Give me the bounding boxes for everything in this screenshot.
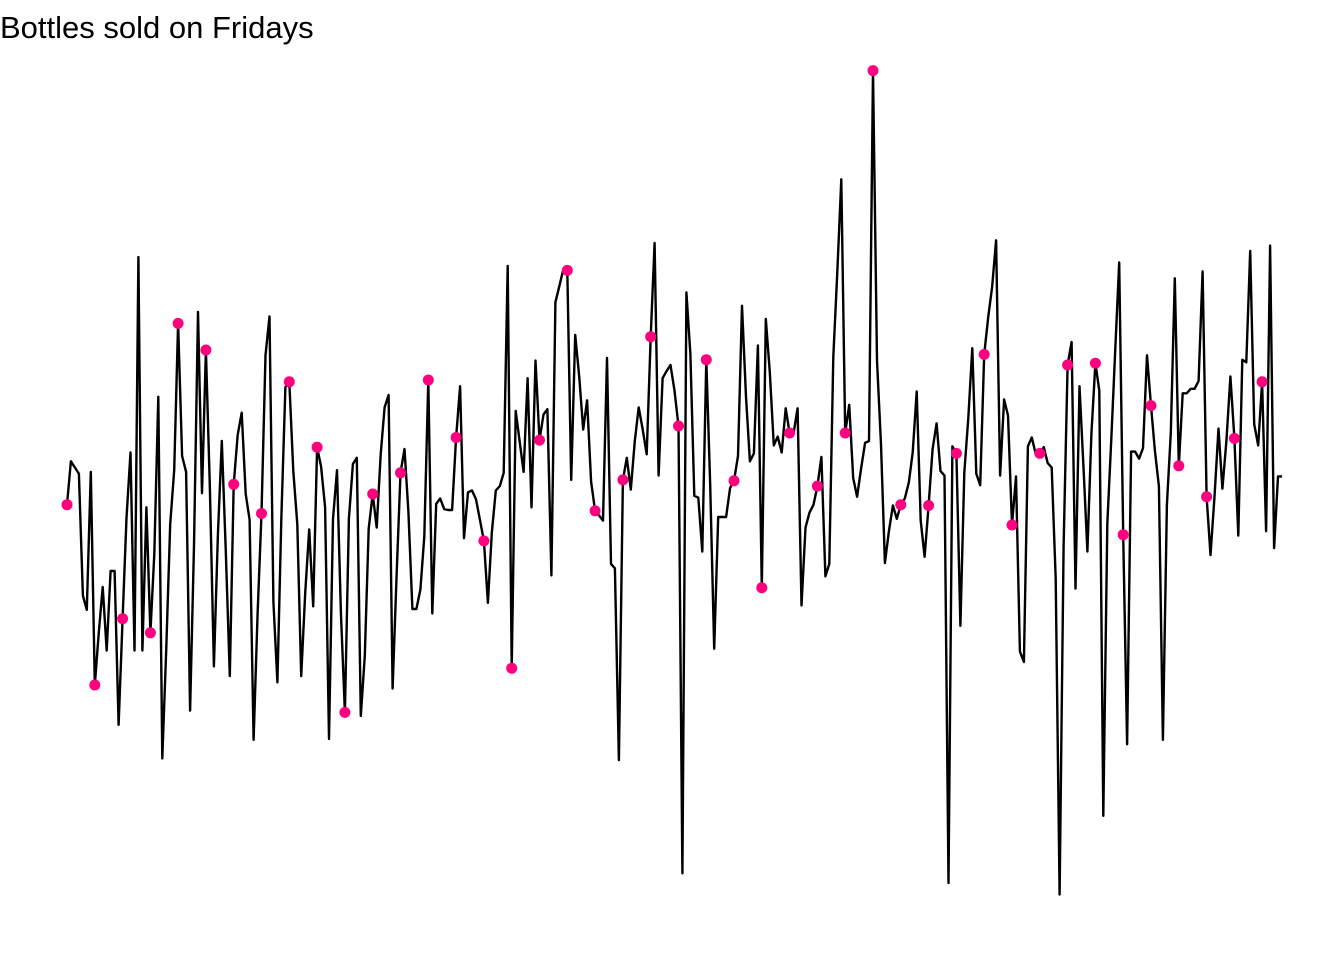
friday-point [811, 480, 823, 492]
friday-point [172, 317, 184, 329]
chart-title: Bottles sold on Fridays [0, 10, 314, 45]
friday-point [1173, 460, 1185, 472]
friday-point [283, 376, 295, 388]
friday-point [311, 441, 323, 453]
friday-point [950, 447, 962, 459]
friday-point [728, 475, 740, 487]
series-line-layer [63, 69, 1282, 896]
friday-point [61, 499, 73, 511]
friday-point [673, 420, 684, 432]
friday-point [228, 478, 240, 490]
friday-point [1256, 376, 1268, 388]
friday-point [1062, 359, 1074, 371]
friday-point [117, 613, 129, 625]
friday-point [200, 344, 212, 356]
friday-point [978, 348, 990, 360]
friday-point [617, 474, 629, 486]
friday-point [450, 432, 462, 443]
friday-point [839, 427, 851, 439]
friday-point [422, 374, 434, 386]
friday-point [256, 508, 267, 519]
friday-point [339, 706, 351, 718]
friday-point [1145, 400, 1157, 412]
friday-point [1228, 432, 1240, 444]
friday-point [144, 627, 156, 639]
friday-point [895, 499, 907, 511]
friday-point [506, 662, 518, 674]
friday-point [534, 434, 545, 446]
friday-point [561, 264, 573, 276]
friday-point [395, 467, 406, 479]
friday-point [367, 488, 379, 500]
friday-point [923, 500, 935, 511]
friday-point [89, 679, 101, 691]
series-line [63, 69, 1282, 896]
friday-point [867, 65, 879, 77]
highlight-points-layer [61, 65, 1268, 718]
friday-point [1117, 529, 1129, 541]
friday-point [1201, 491, 1213, 503]
friday-point [700, 354, 712, 366]
friday-point [589, 505, 601, 517]
friday-point [756, 582, 768, 594]
friday-point [1034, 447, 1046, 459]
friday-point [784, 427, 796, 439]
friday-point [1006, 519, 1018, 531]
friday-point [478, 535, 490, 547]
friday-point [645, 331, 657, 343]
friday-point [1089, 357, 1101, 369]
